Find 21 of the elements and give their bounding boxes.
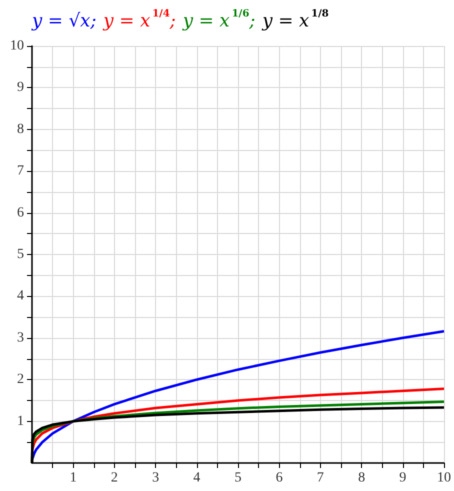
- text: y = √x;: [31, 10, 96, 32]
- y-tick-label: 4: [17, 288, 24, 304]
- y-tick-label: 8: [17, 122, 24, 137]
- y-tick-label: 1: [17, 414, 24, 429]
- x-tick-label: 6: [276, 470, 283, 486]
- y-tick-label: 10: [10, 38, 24, 54]
- y-tick-label: 5: [17, 247, 24, 262]
- x-tick-label: 7: [316, 470, 324, 486]
- x-tick-label: 8: [358, 470, 366, 486]
- y-tick-label: 7: [17, 164, 24, 179]
- x-tick-label: 2: [110, 470, 118, 486]
- y-tick-label: 6: [17, 205, 24, 220]
- x-tick-label: 3: [152, 470, 160, 486]
- x-tick-label: 10: [437, 470, 451, 486]
- y-tick-label: 9: [17, 80, 24, 96]
- y-tick-label: 3: [17, 330, 24, 346]
- x-tick-label: 1: [70, 470, 77, 486]
- x-tick-label: 4: [193, 470, 200, 486]
- x-tick-label: 5: [234, 470, 242, 486]
- x-tick-label: 9: [399, 470, 406, 486]
- y-tick-label: 2: [17, 372, 24, 388]
